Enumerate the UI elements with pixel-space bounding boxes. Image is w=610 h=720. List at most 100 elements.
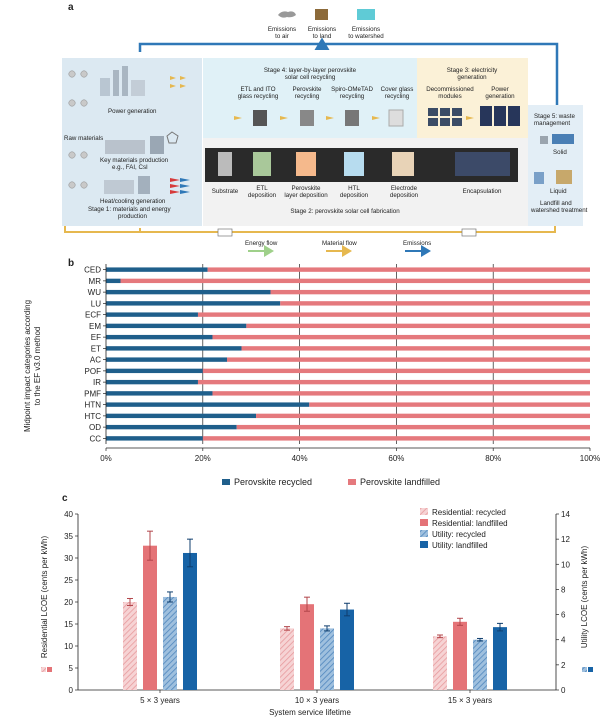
stage5-panel xyxy=(528,105,583,226)
chart-c-ylabel-right: Utility LCOE (cents per kWh) xyxy=(580,546,589,649)
truck-icon-right xyxy=(461,228,477,237)
bar-landfilled xyxy=(197,379,590,385)
stage4-layer-samples xyxy=(253,109,404,127)
legend-util-landfilled-swatch xyxy=(420,541,428,548)
chart-b-legend: Perovskite recycled Perovskite landfille… xyxy=(222,477,440,487)
bar-utility-landfilled xyxy=(493,627,507,690)
stage3-title-line2: generation xyxy=(457,74,487,81)
bar-recycled xyxy=(106,368,203,374)
category-label: HTC xyxy=(85,412,102,421)
bar-landfilled xyxy=(227,357,590,362)
legend-landfilled-swatch xyxy=(348,479,356,485)
molecule-icon xyxy=(166,131,179,144)
bar-landfilled xyxy=(202,368,591,374)
legend-util-recycled-swatch xyxy=(420,530,428,537)
bar-residential-landfilled xyxy=(143,545,157,690)
stage1-title-line1: Stage 1: materials and energy xyxy=(88,206,171,213)
stage4-flow-arrows xyxy=(234,116,380,120)
bar-recycled xyxy=(106,379,198,385)
stage2-step2-line2: deposition xyxy=(248,192,277,199)
bar-landfilled xyxy=(197,312,590,317)
x-tick-label: 80% xyxy=(485,454,501,463)
chart-c-ylabel-left: Residential LCOE (cents per kWh) xyxy=(40,536,49,659)
truck-icon-left xyxy=(217,228,233,237)
bar-landfilled xyxy=(120,278,591,284)
bar-recycled xyxy=(106,278,121,284)
impact-categories-chart: CED MR WU LU ECF EM EF ET AC POF IR PMF HTN HTC OD CC 0… xyxy=(23,264,600,487)
solid-label: Solid xyxy=(553,149,567,156)
legend-res-landfilled-label: Residential: landfilled xyxy=(432,519,508,528)
category-label: MR xyxy=(89,277,102,286)
stage2-title: Stage 2: perovskite solar cell fabricati… xyxy=(290,208,400,215)
stage4-item3-line2: recycling xyxy=(340,93,365,100)
stage5-title-line2: management xyxy=(534,120,570,127)
stage2-step3-line1: Perovskite xyxy=(292,185,321,192)
factory-icon xyxy=(105,136,164,154)
stage2-step3-line2: layer deposition xyxy=(284,192,328,199)
energy-flow-arrows-top xyxy=(170,76,186,88)
watershed-emission-icon xyxy=(357,9,375,20)
legend-util-recycled-label: Utility: recycled xyxy=(432,530,486,539)
x-tick-label: 20% xyxy=(195,454,211,463)
land-emission-icon xyxy=(315,9,328,20)
left-y-tick-label: 35 xyxy=(64,532,73,541)
category-label: HTN xyxy=(85,401,102,410)
key-materials-line2: e.g., FAI, CsI xyxy=(112,164,148,171)
right-y-tick-label: 8 xyxy=(561,585,566,594)
emission-air-line2: to air xyxy=(275,33,289,40)
stage2-step5-line1: Electrode xyxy=(391,185,418,192)
category-label: AC xyxy=(90,356,101,365)
bar-landfilled xyxy=(236,424,590,430)
bar-recycled xyxy=(106,402,310,407)
category-label: CC xyxy=(89,434,101,443)
decommissioned-modules-icon xyxy=(428,108,462,126)
x-tick-label: 60% xyxy=(388,454,404,463)
bar-landfilled xyxy=(280,301,590,306)
stage2-step5-line2: deposition xyxy=(390,192,419,199)
stage4-item1-line2: glass recycling xyxy=(238,93,279,100)
bar-landfilled xyxy=(256,413,590,419)
chart-c-legend: Residential: recycled Residential: landf… xyxy=(420,508,508,550)
category-label: LU xyxy=(91,299,101,308)
x-tick-label: 40% xyxy=(292,454,308,463)
legend-energy-flow: Energy flow xyxy=(245,240,278,247)
left-axis-key-icon xyxy=(41,667,52,672)
emission-air-line1: Emissions xyxy=(268,26,296,33)
raw-materials-label: Raw materials xyxy=(64,135,103,142)
emission-watershed-line1: Emissions xyxy=(352,26,380,33)
bar-recycled xyxy=(106,312,198,317)
bar-utility-recycled xyxy=(320,628,334,690)
panel-label-c: c xyxy=(62,493,68,504)
bar-landfilled xyxy=(212,334,591,340)
bar-recycled xyxy=(106,334,213,340)
x-category-label: 15 × 3 years xyxy=(448,696,492,705)
stage2-step1: Substrate xyxy=(212,188,239,195)
liquid-label: Liquid xyxy=(550,188,567,195)
heat-arrows-icon xyxy=(170,178,190,194)
chart-b-ylabel-line2: to the EF v3.0 method xyxy=(33,327,42,406)
emission-watershed-line2: to watershed xyxy=(348,33,384,40)
x-category-label: 10 × 3 years xyxy=(295,696,339,705)
bar-landfilled xyxy=(270,289,590,295)
bar-recycled xyxy=(106,323,247,329)
decommissioned-line2: modules xyxy=(438,93,461,100)
power-plant-icon xyxy=(100,66,145,96)
chart-c-xlabel: System service lifetime xyxy=(269,708,351,717)
left-y-tick-label: 25 xyxy=(64,576,73,585)
bar-residential-recycled xyxy=(433,636,447,690)
bar-recycled xyxy=(106,413,257,419)
legend-res-landfilled-swatch xyxy=(420,519,428,526)
x-tick-label: 0% xyxy=(100,454,112,463)
stage3-arrow xyxy=(466,116,474,120)
stage3-power-line1: Power xyxy=(491,86,509,93)
category-label: POF xyxy=(85,367,102,376)
category-label: ECF xyxy=(85,311,101,320)
right-y-tick-label: 0 xyxy=(561,686,566,695)
air-emission-icon xyxy=(278,11,296,18)
legend-res-recycled-label: Residential: recycled xyxy=(432,508,506,517)
right-axis-key-icon xyxy=(582,667,593,672)
emission-land-line2: to land xyxy=(313,33,332,40)
heating-plant-icon xyxy=(104,176,150,194)
bar-recycled xyxy=(106,301,281,306)
bar-landfilled xyxy=(246,323,591,329)
